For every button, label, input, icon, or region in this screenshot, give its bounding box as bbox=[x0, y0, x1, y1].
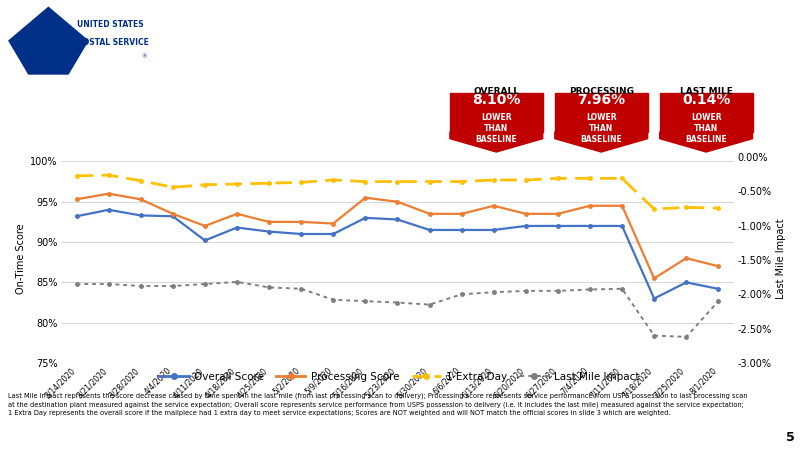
Text: LAST MILE: LAST MILE bbox=[679, 87, 733, 96]
FancyBboxPatch shape bbox=[660, 93, 752, 132]
Text: ®: ® bbox=[141, 54, 147, 60]
FancyBboxPatch shape bbox=[450, 93, 542, 132]
Legend: Overall Score, Processing Score, 1 Extra Day, Last Mile Impact: Overall Score, Processing Score, 1 Extra… bbox=[155, 368, 644, 386]
Y-axis label: On-Time Score: On-Time Score bbox=[16, 223, 26, 294]
FancyBboxPatch shape bbox=[4, 5, 182, 76]
Polygon shape bbox=[450, 132, 542, 152]
FancyBboxPatch shape bbox=[555, 93, 647, 132]
Text: LOWER
THAN
BASELINE: LOWER THAN BASELINE bbox=[685, 113, 727, 144]
Text: Last Mile Impact represents the score decrease caused by time spent in the last : Last Mile Impact represents the score de… bbox=[8, 392, 747, 416]
Text: LOWER
THAN
BASELINE: LOWER THAN BASELINE bbox=[580, 113, 622, 144]
Text: 8.10%: 8.10% bbox=[472, 93, 521, 107]
Polygon shape bbox=[660, 132, 752, 152]
Text: Presort First-Class Mail: Presort First-Class Mail bbox=[372, 13, 629, 32]
Text: UNITED STATES: UNITED STATES bbox=[77, 20, 144, 29]
Text: Score Breakdown – Processing vs Last Mile: Score Breakdown – Processing vs Last Mil… bbox=[299, 50, 701, 68]
Text: 5: 5 bbox=[786, 431, 795, 444]
Polygon shape bbox=[555, 132, 647, 152]
Text: 7.96%: 7.96% bbox=[577, 93, 625, 107]
Text: 0.14%: 0.14% bbox=[682, 93, 730, 107]
Text: PROCESSING: PROCESSING bbox=[569, 87, 633, 96]
Y-axis label: Last Mile Impact: Last Mile Impact bbox=[776, 218, 785, 299]
Text: OVERALL: OVERALL bbox=[473, 87, 520, 96]
Text: POSTAL SERVICE: POSTAL SERVICE bbox=[77, 38, 148, 47]
Text: LOWER
THAN
BASELINE: LOWER THAN BASELINE bbox=[475, 113, 517, 144]
Polygon shape bbox=[8, 6, 89, 75]
